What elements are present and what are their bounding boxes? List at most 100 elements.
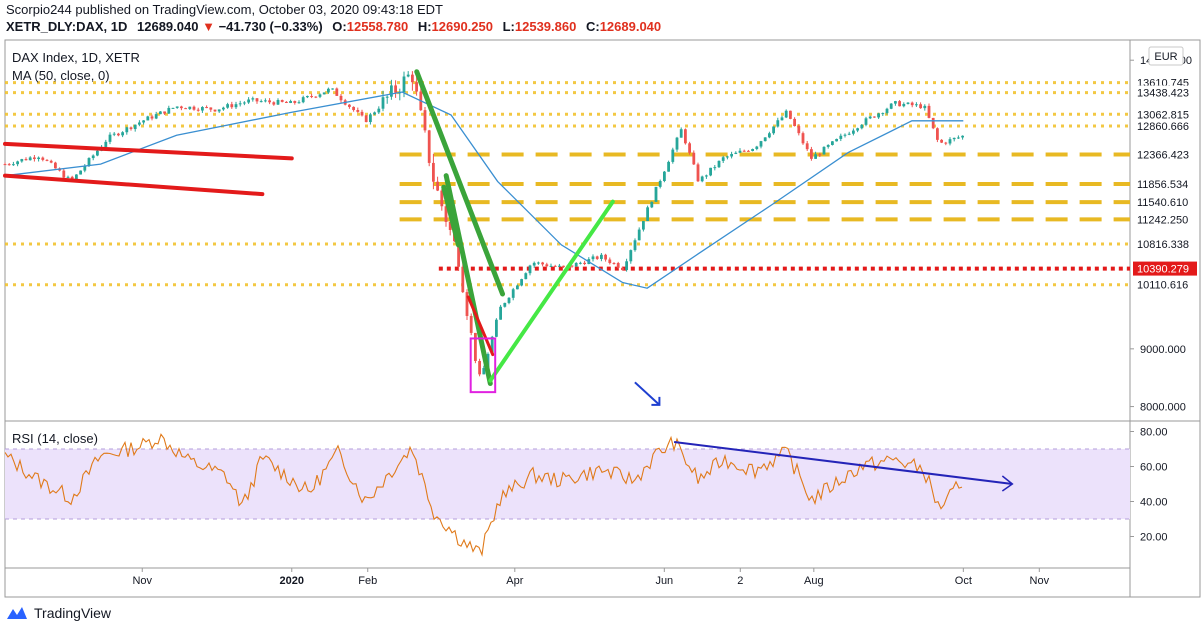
time-axis-tick-label: Apr: [506, 575, 523, 587]
candle-body: [558, 265, 561, 267]
level-price-label: 12860.666: [1137, 121, 1189, 133]
currency-box: [1148, 46, 1184, 66]
level-price-label: 11242.250: [1137, 214, 1188, 226]
candle-body: [919, 104, 922, 109]
candle-body: [87, 158, 91, 166]
trendline-drawing[interactable]: [488, 199, 615, 383]
price-axis-tick-label: 9000.000: [1140, 344, 1186, 356]
candle-body: [255, 98, 259, 102]
candle-body: [717, 160, 721, 168]
candle-body: [780, 117, 784, 121]
candle-body: [516, 285, 519, 290]
level-price-label-bg: [1133, 107, 1197, 122]
candle-body: [957, 137, 960, 139]
trendline-drawing[interactable]: [441, 184, 461, 248]
candle-body: [835, 138, 838, 142]
candle-body: [448, 221, 452, 230]
candle-body: [873, 116, 876, 118]
candle-body: [847, 133, 851, 135]
candle-body: [247, 99, 250, 103]
candle-body: [524, 273, 528, 280]
candle-body: [843, 134, 847, 136]
rsi-pane[interactable]: [4, 433, 1130, 557]
candle-body: [394, 85, 397, 93]
candle-body: [759, 141, 763, 147]
time-axis-tick-label: Jun: [655, 575, 673, 587]
arrow-drawing[interactable]: [634, 381, 661, 406]
candle-body: [461, 266, 465, 293]
price-pane[interactable]: [3, 69, 1130, 406]
candle-body: [364, 115, 368, 123]
candle-body: [482, 368, 486, 375]
candle-body: [511, 289, 515, 298]
trendline-drawing[interactable]: [414, 69, 506, 297]
candle-body: [810, 149, 813, 159]
candle-body: [658, 180, 662, 187]
highlight-box-drawing[interactable]: [469, 337, 497, 394]
candle-body: [150, 116, 154, 119]
candle-body: [931, 117, 935, 129]
time-axis-tick-label: Feb: [358, 575, 377, 587]
candle-body: [411, 74, 414, 83]
trendline-drawing[interactable]: [3, 173, 265, 197]
trendline-drawing[interactable]: [466, 295, 495, 357]
rsi-band: [5, 449, 1130, 519]
rsi-line[interactable]: [4, 433, 963, 557]
candle-body: [226, 104, 229, 108]
candle-body: [856, 128, 859, 131]
candle-body: [734, 152, 738, 154]
candle-body: [251, 98, 255, 100]
candle-body: [213, 109, 217, 112]
candle-body: [369, 114, 372, 123]
candle-body: [268, 100, 271, 103]
candle-body: [91, 155, 95, 159]
rsi-trendline-drawing[interactable]: [673, 441, 1013, 485]
level-price-label: 11856.534: [1137, 179, 1188, 191]
candle-body: [37, 157, 40, 160]
time-axis-tick-label: Aug: [804, 575, 824, 587]
candle-body: [877, 113, 880, 118]
candle-body: [864, 118, 868, 125]
symbol-label: XETR_DLY:DAX, 1D: [6, 19, 128, 34]
candle-body: [721, 157, 725, 161]
price-axis-tick-label: 8000.000: [1140, 402, 1186, 414]
candle-body: [940, 139, 943, 143]
candle-body: [167, 107, 171, 114]
candle-body: [616, 263, 620, 268]
candle-body: [852, 130, 855, 134]
close-label: C:: [585, 19, 600, 34]
candle-body: [910, 102, 914, 106]
trendline-drawing[interactable]: [443, 173, 493, 386]
candle-body: [352, 106, 355, 111]
chart-frame: [4, 39, 1201, 598]
candle-body: [175, 106, 179, 108]
candle-body: [927, 105, 931, 118]
candle-body: [427, 130, 431, 163]
trendline-drawing[interactable]: [3, 141, 294, 161]
level-price-label-bg: [1133, 147, 1197, 162]
footer-brand[interactable]: TradingView: [6, 605, 111, 621]
level-price-label: 10816.338: [1137, 239, 1189, 251]
open-label: O:: [332, 19, 347, 34]
level-price-label-bg: [1133, 85, 1197, 100]
candle-body: [625, 261, 628, 271]
candle-body: [457, 241, 460, 267]
candle-body: [772, 126, 775, 134]
candle-body: [310, 96, 313, 98]
candle-body: [16, 161, 19, 165]
currency-label: EUR: [1154, 51, 1177, 63]
candle-body: [495, 319, 498, 337]
candle-body: [20, 159, 24, 162]
candle-body: [818, 154, 822, 156]
candle-body: [696, 164, 700, 182]
candle-body: [906, 102, 910, 104]
candle-body: [146, 116, 150, 121]
rsi-axis-tick-label: 40.00: [1140, 497, 1168, 509]
ma50-line[interactable]: [4, 91, 964, 289]
candle-body: [180, 106, 183, 109]
candle-body: [112, 133, 116, 135]
candle-body: [327, 88, 330, 93]
candle-body: [171, 107, 175, 109]
candle-body: [188, 106, 192, 109]
